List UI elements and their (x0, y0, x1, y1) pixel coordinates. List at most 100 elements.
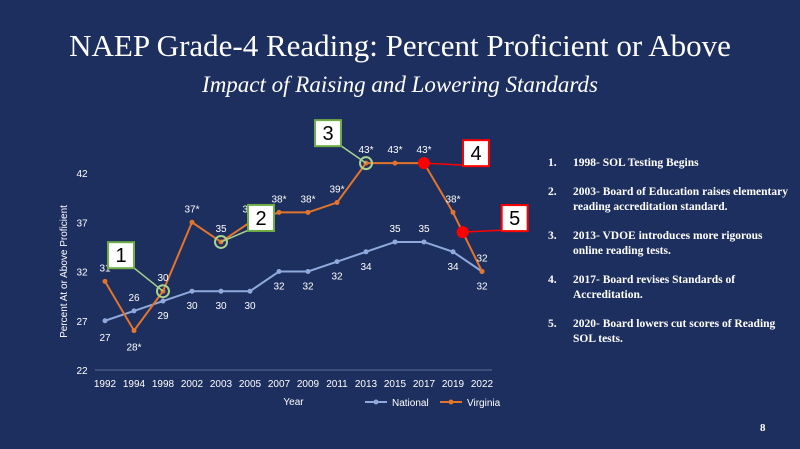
data-point (363, 249, 369, 255)
x-axis-title: Year (283, 397, 304, 408)
y-axis-title: Percent At or Above Proficient (59, 205, 70, 338)
note-text: 2020- Board lowers cut scores of Reading… (573, 318, 776, 345)
note-item: 1. 1998- SOL Testing Begins (548, 156, 793, 171)
x-tick-label: 2017 (413, 379, 436, 390)
x-tick-label: 1992 (94, 379, 117, 390)
note-text: 2003- Board of Education raises elementa… (573, 186, 788, 213)
data-label: 35 (215, 224, 227, 235)
x-tick-label: 2002 (181, 379, 204, 390)
x-tick-label: 2015 (384, 379, 407, 390)
annotation-number: 1 (115, 245, 126, 267)
annotation-number: 2 (255, 208, 266, 230)
data-point (102, 278, 108, 284)
note-number: 1. (548, 157, 557, 169)
x-tick-label: 2013 (355, 379, 378, 390)
data-point (305, 209, 311, 215)
y-tick-label: 42 (76, 169, 88, 180)
data-label: 37* (184, 204, 199, 215)
note-text: 2013- VDOE introduces more rigorous onli… (573, 230, 763, 257)
data-point (334, 259, 340, 265)
note-text: 2017- Board revises Standards of Accredi… (573, 274, 736, 301)
data-label: 35 (418, 224, 430, 235)
annotation-marker (156, 284, 170, 299)
data-point (276, 269, 282, 274)
data-point (334, 200, 340, 206)
data-point (131, 308, 137, 314)
annotation-marker (214, 234, 228, 249)
x-tick-label: 1998 (152, 379, 175, 390)
data-point (421, 239, 427, 245)
annotation-marker (418, 157, 430, 170)
data-point (218, 288, 224, 294)
data-point (131, 328, 137, 334)
note-item: 5. 2020- Board lowers cut scores of Readi… (548, 317, 793, 347)
data-point (189, 219, 195, 225)
data-label: 30 (244, 301, 256, 312)
data-label: 39* (329, 185, 344, 196)
legend-label: National (392, 398, 429, 409)
x-tick-label: 1994 (123, 379, 146, 390)
data-label: 31 (99, 263, 111, 274)
data-label: 43* (387, 145, 402, 156)
data-point (450, 209, 456, 215)
y-tick-label: 32 (76, 268, 88, 279)
data-point (160, 298, 166, 304)
data-label: 32 (273, 282, 285, 293)
annotation-number: 3 (322, 123, 333, 145)
page-title: NAEP Grade-4 Reading: Percent Proficient… (69, 28, 731, 63)
data-label: 43* (358, 145, 373, 156)
note-number: 3. (548, 230, 557, 242)
annotation-box (107, 241, 135, 270)
data-point (276, 209, 282, 215)
data-label: 32 (476, 254, 488, 265)
x-tick-label: 2009 (297, 379, 320, 390)
note-number: 4. (548, 274, 557, 286)
x-tick-label: 2019 (442, 379, 465, 390)
notes-list: 1. 1998- SOL Testing Begins 2. 2003- Board… (548, 156, 793, 361)
data-label: 34 (360, 262, 372, 273)
annotation-leader (462, 229, 503, 233)
data-label: 30 (215, 301, 227, 312)
note-number: 2. (548, 186, 557, 198)
annotation-marker (456, 226, 469, 239)
data-point (189, 288, 195, 294)
data-point (450, 249, 456, 255)
note-number: 5. (548, 318, 557, 330)
data-label: 27 (99, 333, 111, 344)
annotation-number: 5 (509, 208, 520, 230)
x-tick-label: 2005 (239, 379, 262, 390)
data-label: 30 (186, 301, 198, 312)
data-point (392, 160, 398, 166)
legend-swatch-point (448, 399, 454, 405)
x-tick-label: 2022 (471, 379, 494, 390)
annotation-marker (359, 156, 373, 171)
y-tick-label: 22 (76, 366, 88, 377)
annotation-box (462, 139, 490, 168)
y-tick-label: 27 (76, 317, 88, 328)
note-item: 4. 2017- Board revises Standards of Accre… (548, 273, 793, 303)
data-label: 26 (128, 293, 140, 304)
data-label: 38* (445, 194, 460, 205)
data-label: 28* (126, 343, 141, 354)
y-tick-label: 37 (76, 218, 88, 229)
data-label: 32 (476, 282, 488, 293)
x-tick-label: 2011 (326, 379, 348, 390)
page-number: 8 (760, 422, 766, 434)
note-item: 3. 2013- VDOE introduces more rigorous on… (548, 229, 793, 259)
note-text: 1998- SOL Testing Begins (573, 157, 699, 169)
data-label: 30 (157, 273, 169, 284)
data-label: 35 (389, 224, 401, 235)
annotation-box (500, 204, 529, 233)
data-label: 38* (271, 194, 286, 205)
data-label: 38* (300, 194, 315, 205)
data-label: 34 (447, 262, 459, 273)
data-label: 43* (416, 145, 431, 156)
x-tick-label: 2007 (268, 379, 291, 390)
data-label: 29 (157, 311, 169, 322)
page-subtitle: Impact of Raising and Lowering Standards (202, 72, 598, 97)
legend-label: Virginia (467, 398, 501, 409)
annotation-box (314, 119, 342, 148)
data-point (392, 239, 398, 245)
note-item: 2. 2003- Board of Education raises elemen… (548, 185, 793, 215)
